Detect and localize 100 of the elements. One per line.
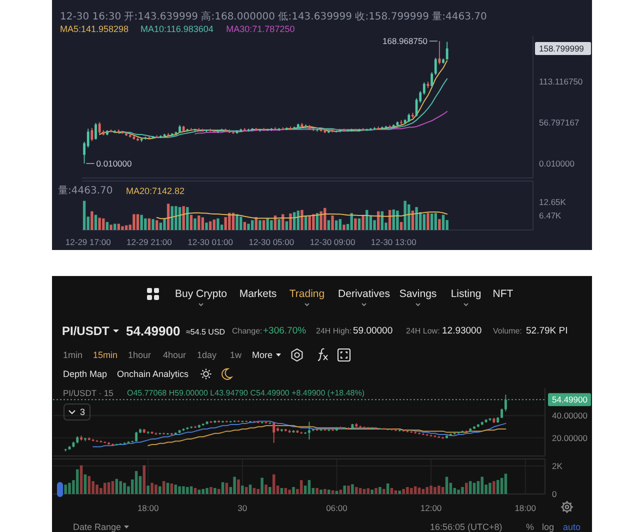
text: Buy Crypto [175,288,228,300]
bar [208,221,212,230]
bar [476,481,480,494]
text: PI/USDT [62,324,110,338]
candlestick [94,122,97,140]
annotation: 168.968750 [382,36,428,46]
bar [266,218,269,230]
bar [240,216,242,230]
bar [386,484,390,494]
bar [370,490,374,494]
bar [110,224,112,230]
annotation: 0.010000 [96,158,132,169]
bar [373,220,376,230]
line-series [92,420,506,448]
candlestick [272,422,276,444]
bar [236,214,238,230]
bar [280,488,284,494]
text: NFT [492,288,514,300]
bar [210,487,212,494]
bar [158,486,162,494]
text: More [252,350,273,360]
candlestick [98,122,101,134]
bar [358,218,361,230]
bar [331,216,334,230]
bar [198,490,201,494]
bar [327,490,330,494]
x-tick-label: 12-29 17:00 [65,237,112,247]
bar [216,218,220,230]
text: % [526,522,534,532]
text: 12.93000 [442,326,482,336]
text: 24H High: [316,326,352,336]
bar [140,214,143,230]
bar [292,487,295,494]
bar [119,481,122,494]
bar [134,471,138,494]
bar [327,220,330,230]
text: +306.70% [263,326,307,336]
bar [80,465,83,494]
bar [382,488,386,494]
bar [212,220,216,230]
bar [480,476,484,494]
bar [186,487,189,494]
bar [258,220,262,230]
bar [162,481,166,494]
candlestick [500,408,503,419]
bar [400,222,403,230]
text: 15min [93,350,118,360]
bar [102,218,105,230]
annotation: PI/USDT · 15 [63,388,114,398]
bar [285,221,288,230]
text: 24H Low: [406,326,440,336]
bar [496,480,500,494]
bar [98,218,101,230]
bar [174,206,178,230]
bar [256,488,260,494]
annotation: O45.77068 H59.00000 L43.94790 C54.49900 +8.49900 (+18.48%) [127,388,365,398]
bar [492,481,496,494]
bar [224,217,227,230]
bar [488,482,492,494]
bar [390,488,394,494]
annotation: 量:4463.70 [58,186,113,196]
bar [406,487,409,494]
x-tick-label: 12-30 09:00 [310,237,356,247]
candlestick [434,57,437,76]
bar [136,214,140,230]
bar [123,482,126,494]
bar [94,214,98,230]
bar [289,214,292,230]
bar [288,490,291,494]
bar [426,487,428,494]
bar [434,213,437,230]
bar [132,214,136,230]
bar [88,476,91,494]
text: 1hour [128,350,152,360]
text: auto [563,522,581,532]
bar [324,488,326,494]
bar [217,488,220,494]
text: MA10:116.983604 [140,24,214,34]
bar [278,219,280,230]
bar [300,210,304,230]
line-series [99,60,448,140]
y-tick-label: 56.797167 [539,117,580,128]
y-tick-label: 0.010000 [539,158,575,169]
bar [362,488,366,494]
x-tick-label: 12-29 21:00 [126,237,172,247]
text: 1min [63,350,83,360]
bar [347,486,350,494]
bar [221,482,224,494]
bar [362,214,364,230]
text: Trading [289,288,325,300]
text: Markets [239,288,277,300]
bar [174,484,177,494]
text: Savings [399,288,437,300]
bar [457,490,460,494]
bar [418,488,421,494]
bar [170,206,174,230]
bar [115,478,118,494]
bar [194,488,197,494]
text: 158.799999 [539,43,584,54]
bar [186,207,189,230]
